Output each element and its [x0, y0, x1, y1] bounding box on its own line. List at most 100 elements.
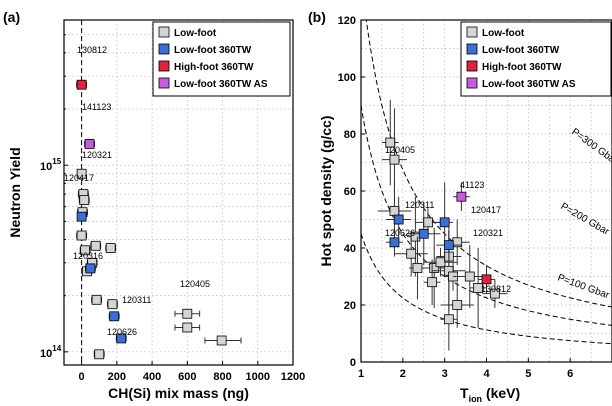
legend-swatch	[466, 26, 478, 38]
point-annotation: 120626	[385, 228, 415, 238]
legend-box	[460, 21, 612, 97]
legend-label: Low-foot 360TW	[482, 45, 560, 56]
data-point	[429, 263, 440, 273]
x-tick-label: 1200	[281, 371, 305, 383]
data-point	[79, 195, 90, 206]
legend-swatch	[158, 26, 170, 38]
y-tick-label: 120	[338, 15, 356, 27]
data-point	[473, 282, 484, 293]
x-tick-label: 1	[358, 368, 364, 380]
legend-swatch	[466, 77, 478, 89]
data-point	[418, 228, 429, 239]
point-annotation: 41123	[460, 180, 484, 190]
data-point	[393, 214, 404, 225]
data-point	[456, 191, 467, 202]
legend-label: Low-foot 360TW AS	[174, 79, 268, 90]
point-annotation: 130812	[481, 284, 511, 294]
y-tick-label: 100	[338, 72, 356, 84]
isobar-line	[361, 105, 612, 326]
x-tick-label: 0	[79, 371, 85, 383]
point-annotation: 141123	[82, 102, 111, 112]
isobar-line	[361, 233, 612, 345]
data-point	[216, 335, 227, 346]
data-point	[182, 308, 193, 319]
data-point	[435, 257, 446, 268]
point-annotation: 120626	[107, 327, 137, 337]
data-point	[182, 322, 193, 333]
legend-label: Low-foot 360TW AS	[482, 79, 576, 90]
x-tick-label: 400	[143, 371, 161, 383]
x-tick-label: 200	[108, 371, 126, 383]
data-point	[85, 263, 96, 274]
x-tick-label: 800	[213, 371, 231, 383]
panel-a: (a) 0 200 400 600 800 1000 1200 1014 1015 CH(Si) m…	[3, 9, 305, 401]
legend-label: Low-foot	[482, 28, 525, 39]
legend-swatch	[158, 60, 170, 72]
x-tick-label: 600	[178, 371, 196, 383]
data-point	[427, 277, 438, 288]
legend-swatch	[158, 43, 170, 55]
data-point	[443, 314, 454, 325]
legend-label: Low-foot	[174, 28, 217, 39]
legend-swatch	[466, 60, 478, 72]
data-point	[452, 300, 463, 310]
y-tick-label: 1014	[40, 344, 62, 360]
data-point	[80, 245, 91, 256]
x-tick-label: 4	[483, 368, 490, 380]
point-annotation: 120321	[82, 150, 112, 160]
point-annotation: 120316	[73, 251, 103, 261]
x-tick-label: 5	[525, 368, 531, 380]
data-point	[412, 263, 423, 273]
legend-box	[152, 21, 291, 97]
panel-a-ylabel: Neutron Yield	[7, 147, 23, 237]
panel-a-axes	[63, 19, 294, 366]
data-point	[406, 248, 417, 259]
data-point	[109, 311, 120, 322]
legend-label: High-foot 360TW	[482, 62, 562, 73]
data-point	[423, 217, 433, 228]
panel-a-legend: Low-foot Low-foot 360TW High-foot 360TW Low…	[152, 21, 291, 97]
data-point	[107, 299, 118, 310]
data-point	[116, 333, 127, 344]
point-annotation: 130812	[77, 45, 107, 55]
data-point	[105, 243, 116, 253]
panel-a-xlabel: CH(Si) mix mass (ng)	[108, 385, 249, 401]
isobar-curves	[361, 20, 612, 345]
isobar-label: P=300 Gbar	[569, 127, 612, 168]
data-point	[94, 349, 105, 360]
point-annotation: 120405	[385, 145, 415, 155]
legend-label: High-foot 360TW	[174, 62, 254, 73]
data-point	[84, 139, 95, 149]
data-point	[76, 230, 87, 241]
data-point	[76, 211, 87, 222]
y-tick-label: 20	[344, 300, 356, 312]
isobar-line	[365, 20, 612, 308]
legend-label: Low-foot 360TW	[174, 45, 252, 56]
x-tick-label: 1000	[246, 371, 270, 383]
data-point	[489, 288, 500, 299]
panel-a-letter: (a)	[3, 9, 20, 25]
panel-b-ylabel: Hot spot density (g/cc)	[318, 116, 334, 267]
panel-b-legend: Low-foot Low-foot 360TW High-foot 360TW Low…	[460, 21, 612, 97]
y-tick-label: 60	[344, 186, 356, 198]
data-point	[76, 79, 87, 90]
point-annotation: 120417	[64, 173, 94, 183]
point-annotation: 120311	[405, 200, 434, 210]
legend-swatch	[158, 77, 170, 89]
data-point	[481, 274, 492, 285]
point-annotation: 120417	[471, 205, 501, 215]
data-point	[389, 154, 400, 165]
data-point	[389, 237, 400, 248]
x-tick-label: 2	[400, 368, 406, 380]
y-tick-label: 80	[344, 129, 356, 141]
point-annotation: 120405	[180, 279, 210, 289]
point-annotation: 120321	[473, 228, 503, 238]
x-tick-label: 3	[442, 368, 448, 380]
y-tick-label: 0	[350, 357, 356, 369]
data-point	[464, 271, 475, 282]
y-tick-label: 40	[344, 243, 356, 255]
panel-b-xlabel: Tion (keV)	[460, 385, 520, 404]
data-point	[439, 217, 450, 228]
